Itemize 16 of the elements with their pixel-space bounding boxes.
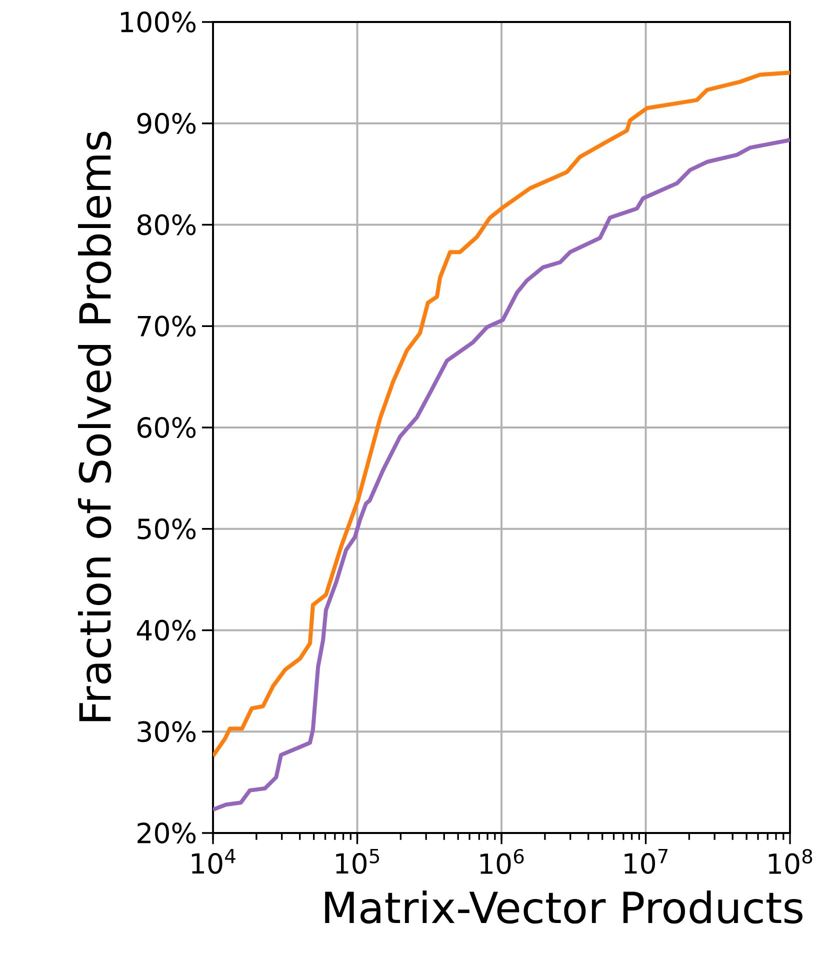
y-axis-title: Fraction of Solved Problems bbox=[78, 132, 112, 722]
x-tick-label: 10$^{6}$ bbox=[480, 848, 524, 874]
x-tick-label: 10$^{8}$ bbox=[768, 848, 812, 874]
x-tick-label: 10$^{4}$ bbox=[192, 848, 236, 874]
y-tick-label: 50% bbox=[138, 518, 196, 540]
x-axis-title: Matrix-Vector Products bbox=[325, 890, 802, 924]
y-tick-label: 70% bbox=[138, 316, 196, 337]
y-tick-label: 80% bbox=[137, 214, 196, 236]
y-tick-label: 60% bbox=[138, 417, 196, 438]
y-tick-label: 90% bbox=[137, 112, 196, 134]
x-tick-label: 10$^{7}$ bbox=[624, 848, 668, 874]
y-tick-label: 20% bbox=[138, 822, 196, 844]
y-tick-label: 40% bbox=[136, 620, 196, 641]
x-tick-label: 10$^{5}$ bbox=[336, 848, 379, 874]
y-tick-label: 100% bbox=[121, 12, 196, 32]
y-tick-label: 30% bbox=[138, 721, 196, 742]
